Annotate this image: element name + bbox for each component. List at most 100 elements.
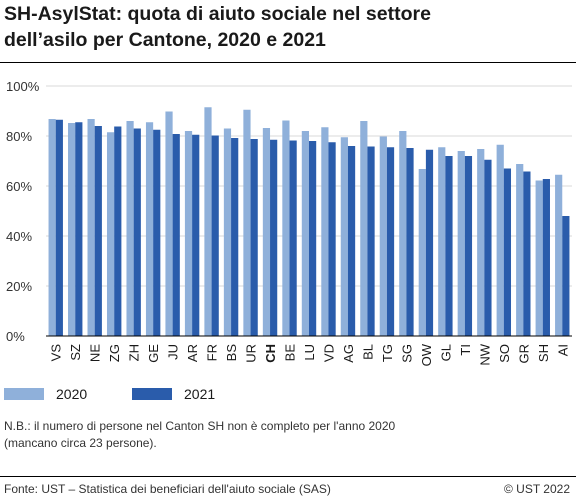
- chart-title: SH-AsylStat: quota di aiuto sociale nel …: [4, 1, 572, 53]
- bar-2021-FR: [211, 135, 219, 336]
- y-tick-label: 60%: [6, 179, 32, 194]
- bar-2020-SO: [496, 144, 504, 336]
- bar-2020-ZH: [126, 121, 134, 336]
- bar-2020-NW: [477, 149, 485, 336]
- bar-2021-VD: [328, 142, 336, 336]
- bar-2021-AI: [562, 216, 570, 336]
- bar-2020-SZ: [68, 123, 76, 336]
- chart-title-line-2: dell’asilo per Cantone, 2020 e 2021: [4, 29, 326, 51]
- bar-2020-NE: [87, 119, 95, 336]
- x-tick-label: LU: [302, 344, 317, 361]
- x-tick-label: AI: [555, 344, 570, 356]
- x-tick-label: UR: [244, 344, 259, 363]
- x-tick-label: FR: [205, 344, 220, 361]
- bar-2020-JU: [165, 111, 173, 336]
- bar-2020-AI: [555, 174, 563, 336]
- legend-item-2021: 2021: [132, 386, 215, 402]
- bar-2021-ZG: [114, 126, 122, 336]
- bar-2020-AG: [340, 137, 348, 336]
- legend-swatch-2020: [4, 388, 44, 400]
- bar-2021-GE: [153, 129, 161, 336]
- x-tick-label: SG: [399, 344, 414, 363]
- footer-divider: [0, 476, 576, 477]
- bar-2021-BS: [231, 138, 239, 336]
- bar-2020-OW: [418, 169, 426, 336]
- bar-2021-AG: [347, 146, 356, 336]
- bar-2021-JU: [172, 134, 180, 336]
- x-tick-label: BS: [224, 344, 239, 362]
- bar-2021-GR: [523, 171, 531, 336]
- x-tick-label: JU: [166, 344, 181, 360]
- bar-2021-TI: [464, 156, 473, 336]
- x-tick-label: VD: [321, 344, 336, 362]
- bar-2021-GL: [445, 156, 453, 336]
- bar-2020-GE: [145, 122, 154, 336]
- y-tick-label: 100%: [6, 79, 40, 94]
- bar-chart: 0% 20% 40% 60% 80% 100% VS SZ NE ZG ZH GE JU AR FR BS UR…: [6, 79, 572, 366]
- title-divider: [0, 62, 576, 63]
- bar-2021-CH: [270, 139, 278, 336]
- legend-label-2021: 2021: [184, 386, 216, 402]
- bar-2020-GL: [438, 147, 446, 336]
- bar-2021-ZH: [133, 128, 141, 336]
- bar-2021-SH: [542, 179, 550, 336]
- bar-2020-VD: [321, 127, 329, 336]
- x-tick-label: ZG: [107, 344, 122, 362]
- bar-2021-BL: [367, 146, 375, 336]
- y-tick-label: 80%: [6, 129, 32, 144]
- footnote-line-1: N.B.: il numero di persone nel Canton SH…: [4, 419, 396, 433]
- bar-2021-NE: [94, 126, 102, 336]
- bar-2020-BL: [360, 121, 368, 336]
- x-tick-label: GR: [516, 344, 531, 364]
- bar-2021-OW: [425, 149, 434, 336]
- bar-2020-FR: [204, 107, 212, 336]
- bar-2020-VS: [48, 119, 56, 336]
- bar-2020-SH: [535, 180, 543, 336]
- bar-2021-VS: [55, 119, 63, 336]
- copyright-text: © UST 2022: [504, 482, 570, 496]
- x-tick-label: SZ: [68, 344, 83, 361]
- x-tick-label: GL: [438, 344, 453, 361]
- x-tick-label: GE: [146, 344, 161, 363]
- bar-2020-UR: [243, 109, 251, 336]
- bar-2020-SG: [399, 131, 407, 336]
- x-tick-label: TG: [380, 344, 395, 362]
- chart-title-line-1: SH-AsylStat: quota di aiuto sociale nel …: [4, 3, 431, 25]
- x-tick-label: SH: [536, 344, 551, 362]
- bar-2020-GR: [516, 164, 524, 336]
- bar-2020-ZG: [106, 132, 115, 336]
- bar-2020-BS: [223, 128, 232, 336]
- x-tick-label: NE: [88, 344, 103, 362]
- bar-2020-LU: [301, 131, 309, 336]
- y-tick-label: 0%: [6, 329, 25, 344]
- bar-2020-TG: [379, 136, 387, 336]
- bar-2020-BE: [282, 120, 290, 336]
- bar-2021-SG: [406, 148, 414, 336]
- footnote-line-2: (mancano circa 23 persone).: [4, 436, 157, 450]
- x-tick-label: AG: [341, 344, 356, 363]
- legend: 2020 2021: [0, 386, 576, 410]
- x-tick-label: VS: [49, 344, 64, 362]
- x-tick-label: TI: [458, 344, 473, 356]
- bar-2021-UR: [250, 139, 258, 336]
- bar-2021-SZ: [75, 122, 83, 336]
- bar-2021-BE: [289, 140, 297, 336]
- legend-item-2020: 2020: [4, 386, 87, 402]
- footnote: N.B.: il numero di persone nel Canton SH…: [4, 418, 572, 452]
- source-text: Fonte: UST – Statistica dei beneficiari …: [4, 482, 331, 496]
- x-tick-label: CH: [263, 344, 278, 363]
- x-tick-label: SO: [497, 344, 512, 363]
- y-tick-label: 20%: [6, 279, 32, 294]
- x-tick-label: NW: [477, 343, 492, 365]
- bar-2021-SO: [503, 168, 512, 336]
- bar-2021-NW: [484, 159, 492, 336]
- x-tick-label: AR: [185, 344, 200, 362]
- x-tick-label: ZH: [127, 344, 142, 361]
- bar-2020-TI: [457, 151, 465, 336]
- bar-2020-AR: [184, 131, 193, 336]
- y-tick-label: 40%: [6, 229, 32, 244]
- x-tick-label: BL: [360, 344, 375, 360]
- bar-2021-LU: [309, 141, 317, 336]
- legend-swatch-2021: [132, 388, 172, 400]
- x-tick-label: BE: [283, 344, 298, 362]
